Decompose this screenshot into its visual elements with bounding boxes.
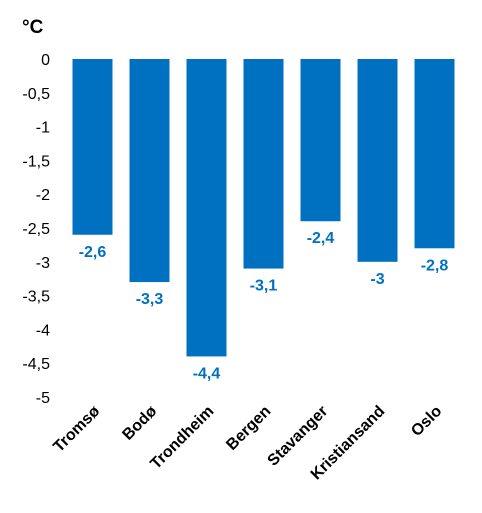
bar xyxy=(72,59,113,235)
y-tick-label: -3,5 xyxy=(22,289,50,306)
y-tick-label: -5 xyxy=(36,390,50,407)
y-tick-label: -4,5 xyxy=(22,356,50,373)
data-label: -2,6 xyxy=(79,244,107,261)
y-tick-label: -0,5 xyxy=(22,86,50,103)
data-label: -4,4 xyxy=(193,365,221,382)
y-tick-label: -3 xyxy=(36,255,50,272)
category-label: Bergen xyxy=(223,403,274,454)
y-tick-label: -2 xyxy=(36,187,50,204)
y-tick-label: -1 xyxy=(36,120,50,137)
bar xyxy=(129,59,170,283)
bar xyxy=(186,59,227,357)
bar xyxy=(414,59,455,249)
y-tick-label: -2,5 xyxy=(22,221,50,238)
bar xyxy=(243,59,284,269)
y-unit-label: °C xyxy=(22,17,44,38)
y-tick-label: -4 xyxy=(36,322,50,339)
data-label: -2,8 xyxy=(421,257,449,274)
y-tick-label: -1,5 xyxy=(22,153,50,170)
y-tick-label: 0 xyxy=(41,52,50,69)
category-label: Oslo xyxy=(408,403,445,440)
data-label: -2,4 xyxy=(307,230,335,247)
data-label: -3,3 xyxy=(136,291,164,308)
data-label: -3,1 xyxy=(250,278,278,295)
category-label: Tromsø xyxy=(50,403,103,456)
category-label: Bodø xyxy=(119,403,160,444)
bar xyxy=(357,59,398,262)
data-label: -3 xyxy=(370,271,384,288)
bar xyxy=(300,59,341,222)
